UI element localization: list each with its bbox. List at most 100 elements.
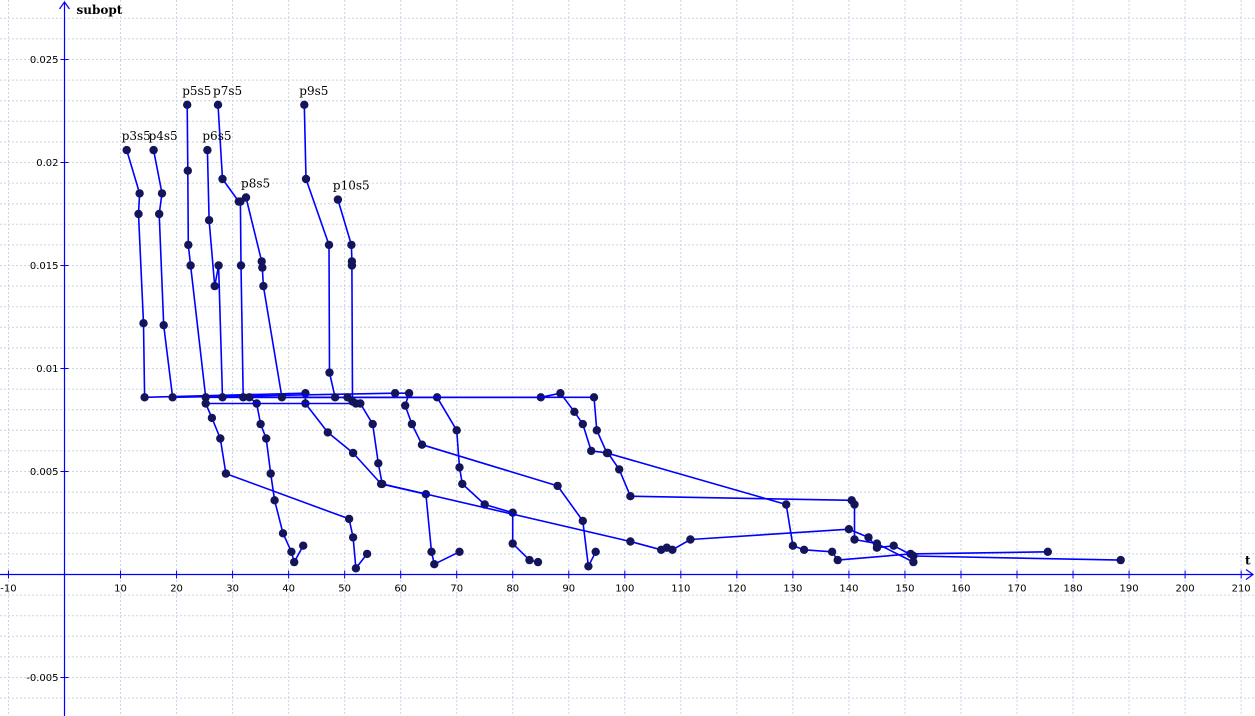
- x-tick-label: 130: [783, 584, 802, 595]
- data-point: [258, 263, 267, 272]
- series-p8s5: [236, 197, 308, 567]
- data-point: [333, 195, 343, 204]
- series-label: p8s5: [241, 177, 270, 191]
- series-p4s5: [149, 145, 600, 571]
- x-tick-label: 140: [839, 584, 858, 595]
- data-point: [287, 547, 296, 556]
- data-point: [390, 389, 400, 398]
- x-tick-label: 100: [615, 584, 634, 595]
- data-point: [256, 419, 265, 429]
- data-point: [157, 189, 167, 198]
- y-tick-label: 0.005: [30, 467, 59, 478]
- series-line: [186, 104, 914, 563]
- data-point: [218, 393, 227, 402]
- data-point: [508, 539, 517, 548]
- series-line: [125, 149, 460, 566]
- data-point: [844, 525, 854, 534]
- data-point: [245, 393, 254, 402]
- data-point: [591, 547, 600, 556]
- series-p6s5: [203, 145, 543, 567]
- y-axis-title: subopt: [77, 3, 123, 17]
- data-point: [553, 481, 562, 491]
- data-point: [556, 389, 565, 398]
- tick-labels: -10 10 20 30 40 50 60 70 80 90 100 110 120 130 140 150 1…: [0, 55, 1250, 684]
- data-point: [348, 448, 358, 458]
- y-tick-label: 0.025: [30, 55, 59, 66]
- series-line: [206, 150, 539, 563]
- data-point: [168, 393, 177, 402]
- data-point: [210, 281, 219, 291]
- data-point: [602, 448, 612, 458]
- data-point: [155, 209, 164, 219]
- x-tick-label: 160: [951, 584, 970, 595]
- series-p3s5: [122, 145, 464, 569]
- data-point: [626, 492, 635, 501]
- data-point: [301, 389, 310, 398]
- data-point: [183, 166, 192, 175]
- data-point: [278, 529, 288, 538]
- data-point: [584, 562, 593, 571]
- data-point: [782, 500, 791, 509]
- data-point: [201, 393, 210, 402]
- data-point: [184, 240, 193, 250]
- series-p7s5: [213, 100, 1053, 565]
- data-point: [455, 547, 464, 556]
- data-point: [864, 533, 873, 542]
- series-label: p9s5: [299, 84, 328, 98]
- data-point: [348, 533, 358, 542]
- data-point: [533, 557, 543, 567]
- x-tick-label: 110: [671, 584, 690, 595]
- data-point: [347, 240, 356, 250]
- x-tick-label: 200: [1176, 584, 1195, 595]
- x-tick-label: 70: [450, 584, 463, 595]
- data-point: [344, 514, 354, 524]
- series-label: p7s5: [213, 84, 242, 98]
- data-point: [262, 434, 271, 443]
- data-point: [1116, 555, 1125, 565]
- data-point: [204, 216, 214, 225]
- x-tick-label: 90: [562, 584, 575, 595]
- data-point: [186, 261, 195, 270]
- data-point: [301, 174, 311, 184]
- x-tick-label: 30: [226, 584, 239, 595]
- data-point: [407, 419, 417, 429]
- data-point: [909, 551, 918, 561]
- x-tick-label: -10: [0, 584, 16, 595]
- data-point: [201, 399, 210, 408]
- data-point: [909, 557, 918, 567]
- x-tick-label: 190: [1120, 584, 1139, 595]
- data-point: [455, 463, 464, 472]
- x-tick-label: 170: [1007, 584, 1026, 595]
- data-point: [788, 541, 798, 550]
- data-point: [686, 535, 695, 544]
- data-point: [149, 145, 158, 155]
- data-point: [589, 393, 599, 402]
- data-point: [266, 469, 275, 478]
- data-point: [183, 100, 192, 110]
- series-line: [239, 201, 304, 563]
- data-point: [587, 446, 596, 456]
- data-point: [323, 428, 332, 437]
- x-tick-label: 150: [895, 584, 914, 595]
- series-label: p5s5: [182, 84, 211, 98]
- data-point: [570, 407, 579, 416]
- data-point: [159, 321, 168, 330]
- data-point: [330, 393, 340, 402]
- series-label: p6s5: [202, 129, 231, 143]
- y-tick-label: 0.02: [36, 158, 58, 169]
- data-point: [351, 564, 361, 573]
- data-point: [239, 393, 248, 402]
- data-point: [525, 555, 534, 565]
- data-point: [139, 319, 148, 328]
- data-point: [799, 545, 809, 554]
- data-point: [872, 543, 882, 552]
- data-point: [236, 261, 246, 270]
- x-tick-label: 80: [506, 584, 519, 595]
- data-point: [578, 516, 587, 526]
- y-tick-label: 0.01: [36, 364, 58, 375]
- data-point: [833, 555, 842, 565]
- x-axis-title: t: [1245, 554, 1251, 568]
- data-point: [430, 560, 439, 569]
- series-p9s5: [300, 100, 1125, 565]
